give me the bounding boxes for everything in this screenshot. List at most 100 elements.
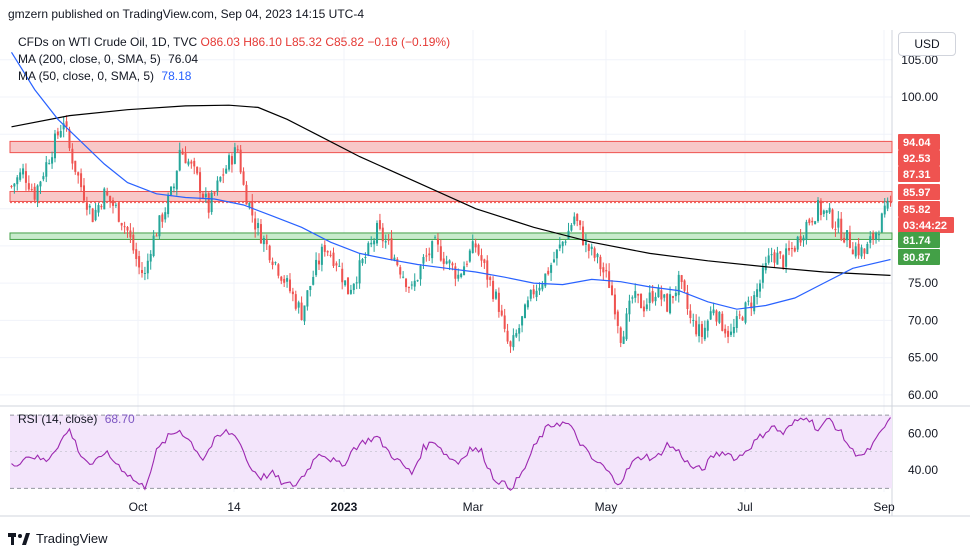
candle-body: [303, 305, 306, 322]
candle-body: [570, 225, 573, 231]
candle-body: [523, 304, 526, 319]
candle-body: [500, 310, 503, 316]
candle-body: [143, 272, 146, 274]
candle-body: [526, 300, 529, 308]
candle-body: [172, 186, 175, 189]
candle-body: [277, 264, 280, 276]
candle-body: [196, 166, 199, 174]
candle-body: [677, 274, 680, 296]
candle-body: [648, 292, 651, 304]
level-label-box: [898, 166, 940, 182]
candle-body: [840, 218, 843, 240]
candle-body: [457, 274, 460, 279]
candle-body: [782, 255, 785, 268]
candle-body: [718, 311, 721, 323]
price-axis: 105.00 100.00 75.00 70.00 65.00 60.00: [901, 53, 938, 402]
candle-body: [27, 183, 30, 190]
ma200-label: MA (200, close, 0, SMA, 5): [18, 52, 161, 66]
candle-body: [152, 235, 155, 256]
candle-body: [599, 256, 602, 270]
candle-body: [274, 262, 277, 264]
price-tick-label: 70.00: [908, 313, 938, 327]
candle-body: [489, 277, 492, 280]
candle-body: [190, 161, 193, 164]
candle-body: [634, 291, 637, 298]
candle-body: [738, 314, 741, 316]
level-label-box: [898, 150, 940, 166]
candle-body: [843, 237, 846, 243]
rsi-label: RSI (14, close): [18, 412, 98, 426]
price-zones: [9, 140, 893, 240]
candle-body: [889, 201, 892, 203]
level-label-box: [898, 217, 954, 233]
price-tick-label: 60.00: [908, 388, 938, 402]
candle-body: [555, 249, 558, 259]
time-tick-label: May: [595, 500, 618, 514]
candle-body: [698, 324, 701, 337]
level-label-text: 85.82: [903, 204, 931, 216]
candle-body: [326, 251, 329, 253]
candle-body: [187, 161, 190, 165]
candle-body: [883, 205, 886, 215]
price-tick-label: 105.00: [901, 53, 938, 67]
candle-body: [854, 246, 857, 257]
ma200-line: [11, 104, 891, 276]
candle-body: [750, 302, 753, 309]
candle-body: [236, 149, 239, 151]
rsi-pane: [10, 414, 892, 491]
level-label-text: 81.74: [903, 235, 931, 247]
candle-body: [126, 226, 129, 231]
level-label-box: [898, 232, 940, 248]
candle-body: [265, 240, 268, 245]
candle-body: [439, 246, 442, 261]
candle-body: [486, 260, 489, 280]
candle-body: [320, 246, 323, 265]
symbol-label: CFDs on WTI Crude Oil, 1D, TVC: [18, 35, 198, 49]
candle-body: [425, 255, 428, 257]
candle-body: [497, 292, 500, 312]
candle-body: [518, 328, 521, 334]
candle-body: [77, 172, 80, 176]
candle-body: [547, 270, 550, 275]
candle-body: [706, 320, 709, 331]
candle-body: [164, 212, 167, 220]
candle-body: [262, 238, 265, 245]
candle-body: [541, 284, 544, 290]
candle-body: [317, 260, 321, 265]
candle-body: [184, 153, 187, 164]
currency-button[interactable]: USD: [898, 32, 956, 56]
candle-body: [178, 149, 181, 171]
candle-body: [509, 341, 512, 347]
low-value: L85.32: [285, 35, 322, 49]
candle-body: [492, 280, 495, 300]
candle-body: [793, 247, 796, 252]
candle-body: [616, 311, 619, 326]
candle-body: [10, 185, 13, 187]
price-tick-label: 75.00: [908, 276, 938, 290]
level-label-box: [898, 249, 940, 265]
candle-body: [680, 275, 683, 282]
candle-body: [114, 204, 117, 206]
candle-body: [88, 205, 91, 208]
candle-body: [877, 234, 880, 236]
candle-body: [619, 327, 622, 343]
candle-body: [42, 176, 45, 180]
candle-body: [564, 241, 567, 243]
candle-body: [608, 271, 611, 288]
candle-body: [74, 160, 77, 172]
candle-body: [132, 234, 135, 251]
candle-body: [355, 282, 358, 284]
candle-body: [790, 248, 793, 250]
close-value: C85.82: [325, 35, 365, 49]
candle-body: [65, 121, 68, 127]
candle-body: [703, 327, 706, 340]
candle-body: [860, 247, 863, 257]
candle-body: [149, 253, 152, 262]
candle-body: [590, 246, 593, 249]
candle-body: [338, 265, 341, 267]
candle-body: [158, 215, 161, 237]
candle-body: [117, 202, 120, 222]
candle-body: [700, 324, 703, 337]
candle-body: [773, 252, 776, 263]
